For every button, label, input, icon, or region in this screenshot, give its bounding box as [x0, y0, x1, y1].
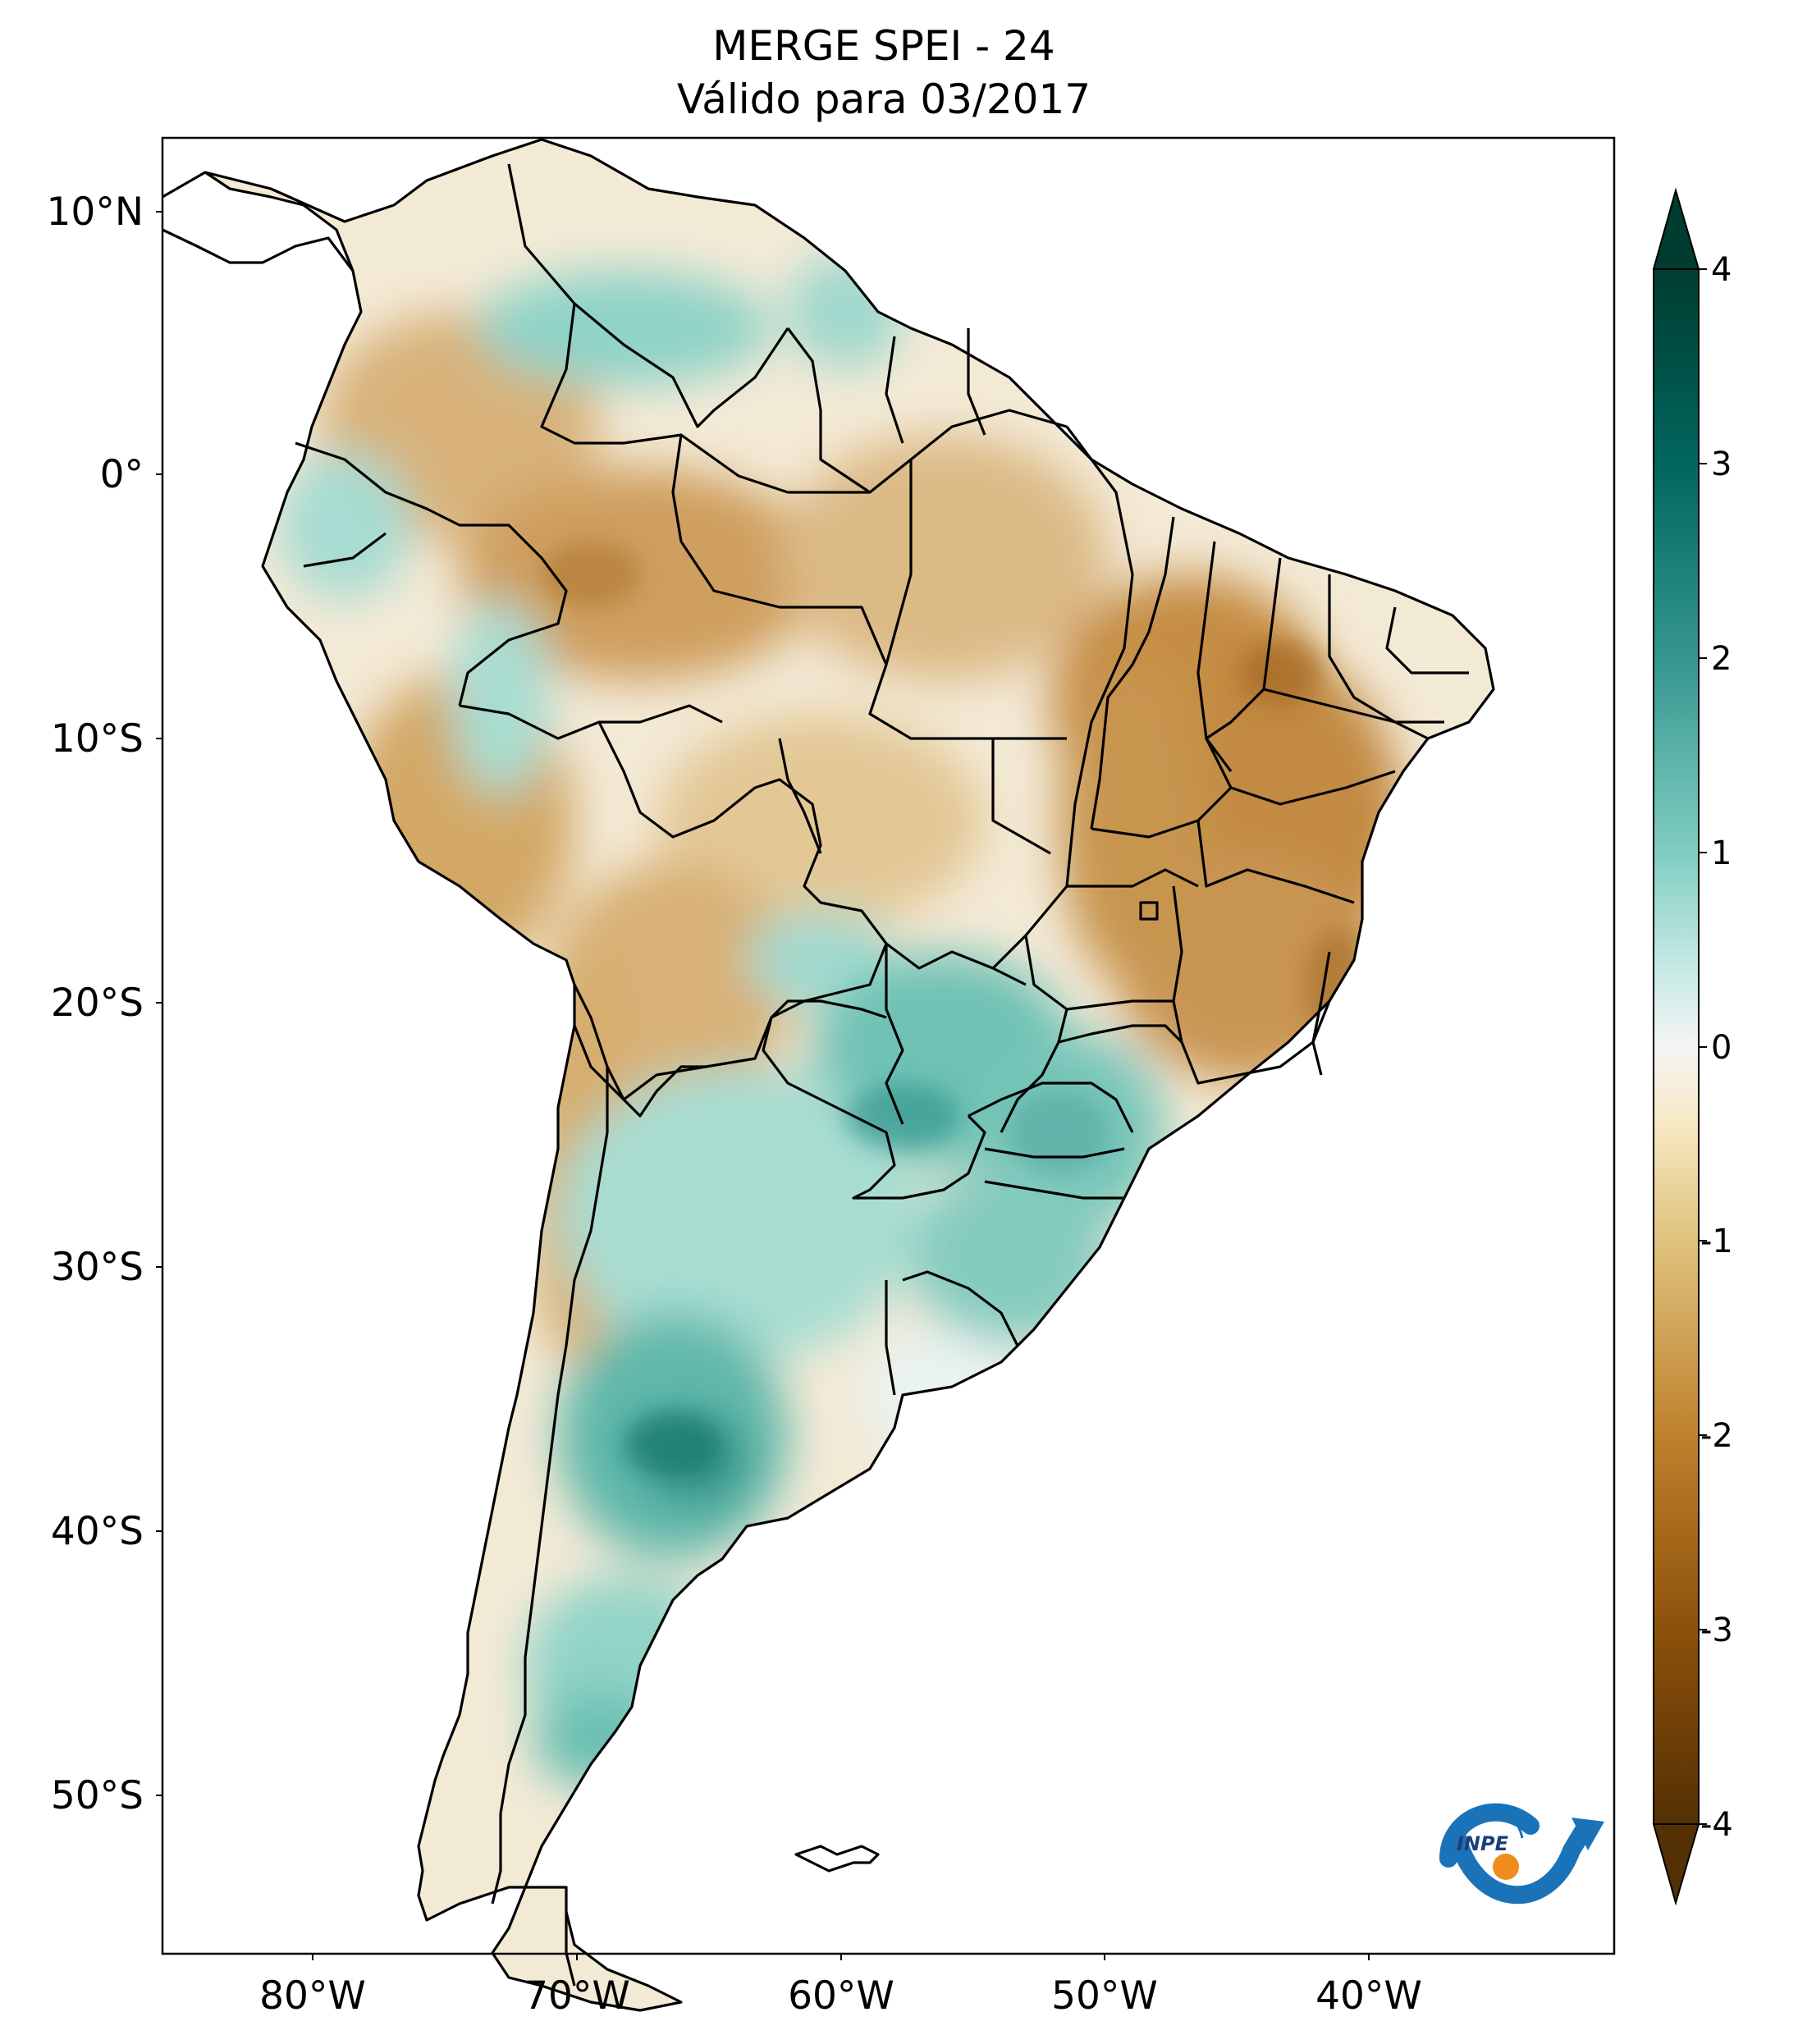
- logo-text: INPE: [1457, 1832, 1509, 1855]
- lat-tick-label: 20°S: [51, 981, 144, 1026]
- colorbar-tick-label: -4: [1700, 1806, 1733, 1844]
- colorbar-tick-label: 1: [1711, 835, 1732, 872]
- logo-arrow-icon: [1572, 1818, 1604, 1850]
- map-frame: [161, 136, 1616, 1955]
- map-title-line2: Válido para 03/2017: [677, 75, 1091, 123]
- colorbar-ticks: [1699, 268, 1707, 1825]
- lat-tick-label: 50°S: [51, 1773, 144, 1818]
- map-title-line1: MERGE SPEI - 24: [712, 22, 1055, 70]
- lon-tick-label: 40°W: [1315, 1973, 1422, 2019]
- colorbar-tick-label: -1: [1700, 1223, 1733, 1260]
- colorbar-tick-label: 0: [1711, 1029, 1732, 1067]
- latitude-axis: 10°N 0° 10°S 20°S 30°S 40°S 50°S: [47, 190, 162, 1818]
- colorbar-tick-label: 4: [1711, 251, 1732, 289]
- colorbar-tick-label: 2: [1711, 640, 1732, 678]
- logo-thin-arc-icon: [1455, 1809, 1524, 1851]
- colorbar-tick-label: 3: [1711, 446, 1732, 483]
- lon-tick-label: 60°W: [788, 1973, 894, 2019]
- lat-tick-label: 30°S: [51, 1245, 144, 1290]
- logo-dot-icon: [1493, 1854, 1519, 1880]
- longitude-axis: 80°W 70°W 60°W 50°W 40°W: [259, 1954, 1422, 2019]
- colorbar-tick-label: -3: [1700, 1612, 1733, 1649]
- lat-tick-label: 10°N: [47, 190, 144, 235]
- logo-arc-icon: [1439, 1803, 1593, 1905]
- lat-tick-label: 0°: [100, 452, 144, 497]
- country-borders: [162, 138, 1495, 2012]
- colorbar-tick-label: -2: [1700, 1417, 1733, 1455]
- lon-tick-label: 50°W: [1051, 1973, 1158, 2019]
- map-panel: [161, 136, 1616, 2012]
- lon-tick-label: 80°W: [259, 1973, 366, 2019]
- lat-tick-label: 10°S: [51, 716, 144, 761]
- colorbar: 4 3 2 1 0 -1 -2 -3 -4: [1652, 187, 1733, 1906]
- inpe-logo: INPE: [1439, 1803, 1604, 1905]
- lon-tick-label: 70°W: [524, 1973, 630, 2019]
- colorbar-extend-top: [1652, 187, 1700, 270]
- colorbar-body: [1653, 268, 1700, 1825]
- lat-tick-label: 40°S: [51, 1509, 144, 1554]
- colorbar-extend-bottom: [1652, 1823, 1700, 1906]
